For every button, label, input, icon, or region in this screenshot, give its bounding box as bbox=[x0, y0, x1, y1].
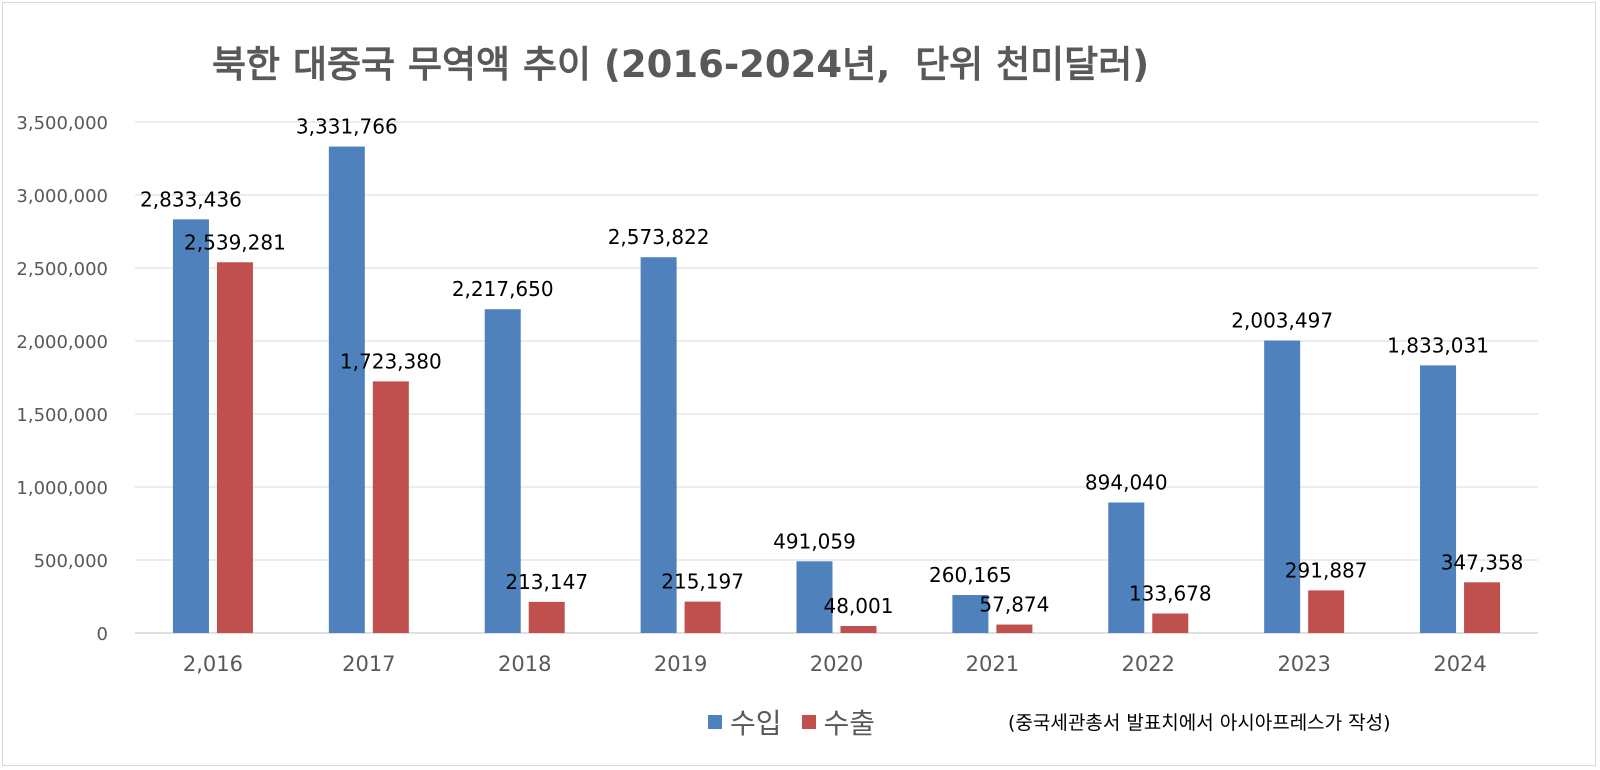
x-tick-label: 2020 bbox=[810, 652, 863, 676]
y-tick-label: 3,000,000 bbox=[16, 186, 108, 207]
bar-export bbox=[372, 381, 409, 633]
legend-swatch-export bbox=[801, 715, 816, 729]
legend-item-import: 수입 bbox=[708, 702, 782, 742]
legend-swatch-import bbox=[708, 715, 722, 729]
bar-import bbox=[172, 219, 209, 633]
data-label-export: 291,887 bbox=[1285, 558, 1368, 582]
chart-title-unit: 단위 천미달러) bbox=[915, 43, 1150, 86]
data-label-import: 260,165 bbox=[929, 563, 1012, 587]
bar-export bbox=[1308, 590, 1345, 633]
data-label-import: 3,331,766 bbox=[296, 115, 398, 139]
data-label-export: 2,539,281 bbox=[184, 230, 286, 254]
legend-label-export: 수출 bbox=[823, 707, 876, 740]
chart-title: 북한 대중국 무역액 추이 (2016-2024년, 단위 천미달러) bbox=[212, 34, 1161, 88]
bar-import bbox=[796, 561, 833, 633]
bar-import bbox=[328, 146, 365, 633]
legend-item-export: 수출 bbox=[801, 702, 876, 742]
data-label-export: 48,001 bbox=[824, 594, 894, 618]
data-label-import: 894,040 bbox=[1085, 470, 1168, 494]
x-tick-label: 2022 bbox=[1122, 652, 1175, 676]
bar-export bbox=[1152, 613, 1189, 633]
x-tick-label: 2,016 bbox=[183, 652, 243, 676]
bar-export bbox=[840, 625, 877, 633]
data-label-export: 215,197 bbox=[661, 570, 744, 594]
data-label-import: 1,833,031 bbox=[1387, 333, 1489, 357]
chart-title-main: 북한 대중국 무역액 추이 (2016-2024년, bbox=[212, 43, 891, 86]
y-tick-label: 2,500,000 bbox=[16, 259, 108, 280]
data-label-export: 1,723,380 bbox=[340, 349, 442, 373]
x-tick-label: 2017 bbox=[342, 652, 395, 676]
bar-import bbox=[952, 595, 989, 633]
bar-import bbox=[640, 257, 677, 633]
bar-import bbox=[1108, 502, 1145, 633]
x-tick-label: 2021 bbox=[966, 652, 1019, 676]
bar-export bbox=[528, 601, 565, 633]
y-tick-label: 0 bbox=[97, 624, 108, 645]
bar-export bbox=[684, 601, 721, 633]
bar-export bbox=[996, 624, 1033, 633]
y-tick-label: 1,000,000 bbox=[16, 478, 108, 499]
x-tick-label: 2019 bbox=[654, 652, 707, 676]
y-tick-label: 1,500,000 bbox=[16, 405, 108, 426]
data-label-import: 491,059 bbox=[773, 529, 856, 553]
bar-export bbox=[216, 262, 253, 633]
x-tick-label: 2024 bbox=[1433, 652, 1486, 676]
legend-label-import: 수입 bbox=[730, 707, 782, 740]
source-note: (중국세관총서 발표치에서 아시아프레스가 작성) bbox=[1008, 712, 1391, 734]
bar-export bbox=[1464, 582, 1501, 633]
y-tick-label: 2,000,000 bbox=[16, 332, 108, 353]
data-label-export: 57,874 bbox=[979, 593, 1049, 617]
data-label-export: 347,358 bbox=[1441, 550, 1524, 574]
data-label-import: 2,003,497 bbox=[1231, 308, 1333, 332]
x-tick-label: 2018 bbox=[498, 652, 551, 676]
data-label-import: 2,217,650 bbox=[452, 277, 554, 301]
data-label-export: 213,147 bbox=[505, 570, 588, 594]
y-tick-label: 3,500,000 bbox=[16, 113, 108, 134]
data-label-import: 2,833,436 bbox=[140, 187, 242, 211]
data-label-export: 133,678 bbox=[1129, 581, 1212, 605]
data-label-import: 2,573,822 bbox=[608, 225, 710, 249]
bar-import bbox=[1264, 340, 1301, 633]
bar-import bbox=[1420, 365, 1457, 633]
chart-legend: 수입 수출 bbox=[708, 702, 895, 742]
y-tick-label: 500,000 bbox=[34, 551, 108, 572]
bar-import bbox=[484, 309, 521, 633]
x-tick-label: 2023 bbox=[1277, 652, 1330, 676]
